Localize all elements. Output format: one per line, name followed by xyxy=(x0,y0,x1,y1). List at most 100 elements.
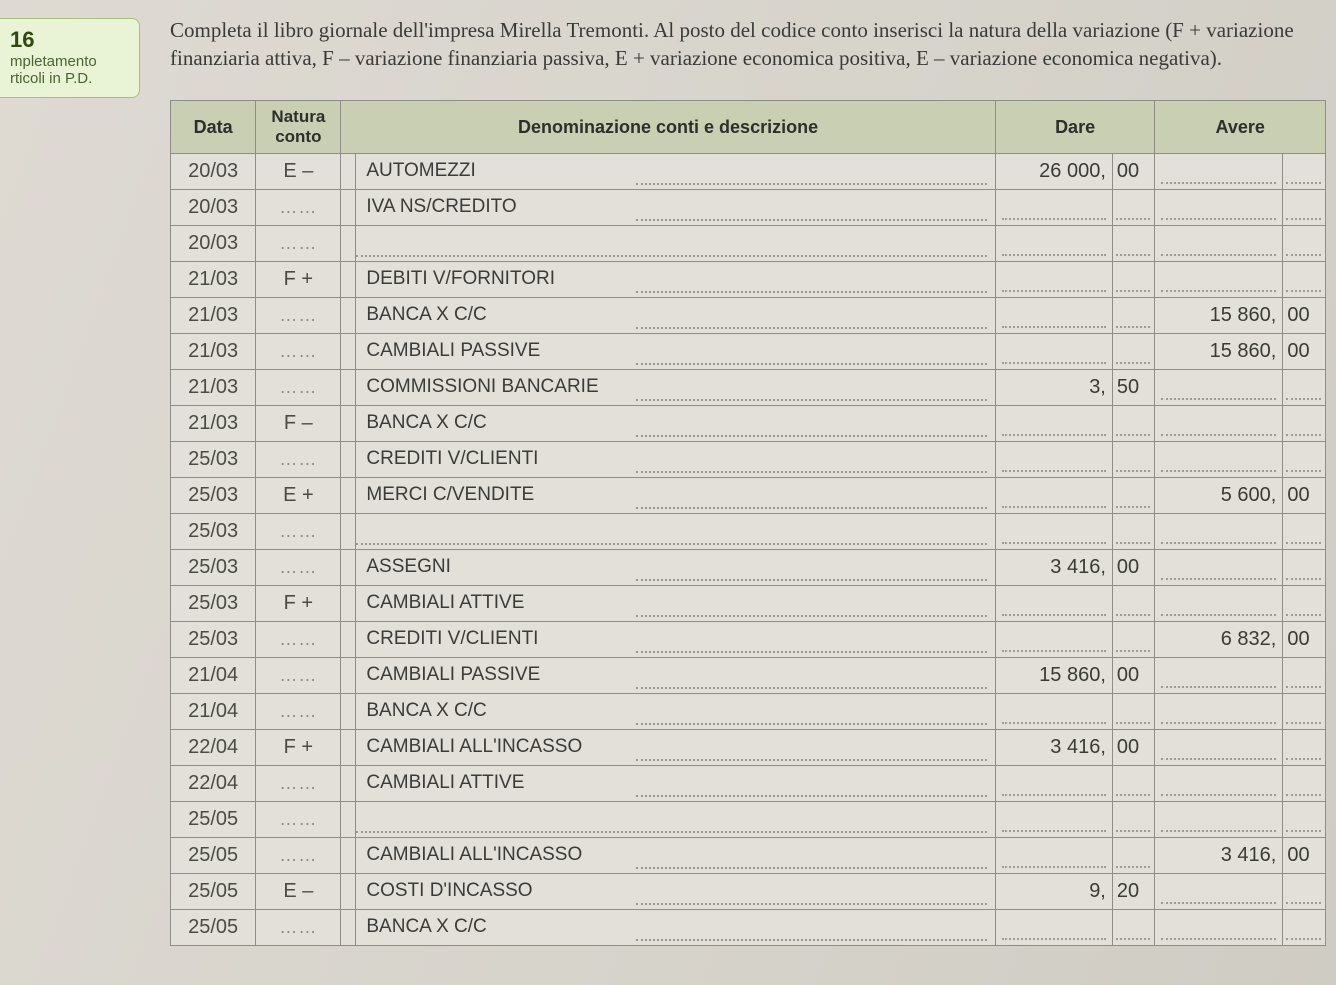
cell-dare-cents[interactable] xyxy=(1112,694,1155,730)
cell-avere-int[interactable]: 15 860, xyxy=(1155,298,1283,334)
cell-natura[interactable]: F + xyxy=(256,586,341,622)
cell-dare-cents[interactable] xyxy=(1112,334,1155,370)
cell-dare-int[interactable] xyxy=(995,298,1112,334)
cell-description[interactable]: DEBITI V/FORNITORI xyxy=(356,262,995,298)
cell-dare-int[interactable] xyxy=(995,838,1112,874)
cell-description[interactable]: AUTOMEZZI xyxy=(356,154,995,190)
cell-avere-cents[interactable] xyxy=(1283,550,1326,586)
cell-avere-cents[interactable]: 00 xyxy=(1283,622,1326,658)
cell-description[interactable] xyxy=(356,226,995,262)
cell-description[interactable]: CAMBIALI ALL'INCASSO xyxy=(356,838,995,874)
cell-description[interactable]: CREDITI V/CLIENTI xyxy=(356,442,995,478)
cell-natura[interactable]: E – xyxy=(256,874,341,910)
cell-avere-cents[interactable] xyxy=(1283,442,1326,478)
cell-description[interactable]: CAMBIALI PASSIVE xyxy=(356,334,995,370)
cell-avere-int[interactable] xyxy=(1155,514,1283,550)
cell-dare-int[interactable] xyxy=(995,514,1112,550)
cell-dare-int[interactable] xyxy=(995,802,1112,838)
cell-description[interactable]: CREDITI V/CLIENTI xyxy=(356,622,995,658)
cell-natura[interactable]: …… xyxy=(256,370,341,406)
cell-natura[interactable]: …… xyxy=(256,658,341,694)
cell-avere-int[interactable]: 15 860, xyxy=(1155,334,1283,370)
cell-dare-int[interactable] xyxy=(995,478,1112,514)
cell-dare-cents[interactable] xyxy=(1112,442,1155,478)
cell-description[interactable]: ASSEGNI xyxy=(356,550,995,586)
cell-dare-cents[interactable] xyxy=(1112,298,1155,334)
cell-description[interactable]: CAMBIALI PASSIVE xyxy=(356,658,995,694)
cell-avere-int[interactable] xyxy=(1155,442,1283,478)
cell-dare-cents[interactable] xyxy=(1112,262,1155,298)
cell-avere-int[interactable] xyxy=(1155,406,1283,442)
cell-natura[interactable]: …… xyxy=(256,514,341,550)
cell-natura[interactable]: …… xyxy=(256,298,341,334)
cell-dare-cents[interactable]: 00 xyxy=(1112,658,1155,694)
cell-dare-cents[interactable]: 00 xyxy=(1112,154,1155,190)
cell-dare-int[interactable] xyxy=(995,622,1112,658)
cell-description[interactable]: CAMBIALI ATTIVE xyxy=(356,766,995,802)
cell-avere-int[interactable] xyxy=(1155,550,1283,586)
cell-dare-int[interactable] xyxy=(995,262,1112,298)
cell-description[interactable]: BANCA X C/C xyxy=(356,694,995,730)
cell-description[interactable]: IVA NS/CREDITO xyxy=(356,190,995,226)
cell-avere-int[interactable] xyxy=(1155,658,1283,694)
cell-dare-int[interactable]: 26 000, xyxy=(995,154,1112,190)
cell-dare-cents[interactable] xyxy=(1112,226,1155,262)
cell-natura[interactable]: …… xyxy=(256,442,341,478)
cell-dare-cents[interactable] xyxy=(1112,910,1155,946)
cell-natura[interactable]: E – xyxy=(256,154,341,190)
cell-avere-cents[interactable] xyxy=(1283,370,1326,406)
cell-dare-int[interactable]: 9, xyxy=(995,874,1112,910)
cell-dare-int[interactable] xyxy=(995,190,1112,226)
cell-description[interactable]: BANCA X C/C xyxy=(356,406,995,442)
cell-dare-int[interactable] xyxy=(995,910,1112,946)
cell-avere-cents[interactable] xyxy=(1283,730,1326,766)
cell-dare-cents[interactable]: 20 xyxy=(1112,874,1155,910)
cell-dare-cents[interactable] xyxy=(1112,190,1155,226)
cell-dare-int[interactable] xyxy=(995,226,1112,262)
cell-dare-cents[interactable]: 50 xyxy=(1112,370,1155,406)
cell-natura[interactable]: …… xyxy=(256,766,341,802)
cell-dare-cents[interactable] xyxy=(1112,514,1155,550)
cell-avere-int[interactable] xyxy=(1155,190,1283,226)
cell-avere-cents[interactable] xyxy=(1283,874,1326,910)
cell-avere-cents[interactable] xyxy=(1283,154,1326,190)
cell-dare-cents[interactable]: 00 xyxy=(1112,550,1155,586)
cell-description[interactable]: COMMISSIONI BANCARIE xyxy=(356,370,995,406)
cell-dare-int[interactable]: 3 416, xyxy=(995,730,1112,766)
cell-dare-int[interactable]: 15 860, xyxy=(995,658,1112,694)
cell-natura[interactable]: …… xyxy=(256,226,341,262)
cell-avere-cents[interactable] xyxy=(1283,802,1326,838)
cell-dare-cents[interactable] xyxy=(1112,838,1155,874)
cell-description[interactable]: BANCA X C/C xyxy=(356,910,995,946)
cell-dare-int[interactable] xyxy=(995,406,1112,442)
cell-avere-int[interactable]: 3 416, xyxy=(1155,838,1283,874)
cell-dare-int[interactable]: 3, xyxy=(995,370,1112,406)
cell-avere-int[interactable] xyxy=(1155,910,1283,946)
cell-natura[interactable]: E + xyxy=(256,478,341,514)
cell-description[interactable]: COSTI D'INCASSO xyxy=(356,874,995,910)
cell-natura[interactable]: …… xyxy=(256,550,341,586)
cell-description[interactable]: CAMBIALI ATTIVE xyxy=(356,586,995,622)
cell-natura[interactable]: …… xyxy=(256,802,341,838)
cell-avere-cents[interactable] xyxy=(1283,190,1326,226)
cell-avere-int[interactable] xyxy=(1155,694,1283,730)
cell-dare-int[interactable] xyxy=(995,334,1112,370)
cell-natura[interactable]: …… xyxy=(256,838,341,874)
cell-dare-cents[interactable] xyxy=(1112,802,1155,838)
cell-dare-int[interactable] xyxy=(995,586,1112,622)
cell-avere-cents[interactable] xyxy=(1283,910,1326,946)
cell-avere-int[interactable] xyxy=(1155,802,1283,838)
cell-avere-cents[interactable] xyxy=(1283,694,1326,730)
cell-avere-int[interactable] xyxy=(1155,766,1283,802)
cell-dare-cents[interactable] xyxy=(1112,622,1155,658)
cell-avere-cents[interactable] xyxy=(1283,514,1326,550)
cell-avere-cents[interactable]: 00 xyxy=(1283,478,1326,514)
cell-avere-cents[interactable] xyxy=(1283,262,1326,298)
cell-natura[interactable]: F + xyxy=(256,730,341,766)
cell-avere-cents[interactable] xyxy=(1283,658,1326,694)
cell-avere-cents[interactable]: 00 xyxy=(1283,838,1326,874)
cell-dare-cents[interactable] xyxy=(1112,766,1155,802)
cell-description[interactable] xyxy=(356,514,995,550)
cell-avere-int[interactable] xyxy=(1155,730,1283,766)
cell-dare-int[interactable] xyxy=(995,442,1112,478)
